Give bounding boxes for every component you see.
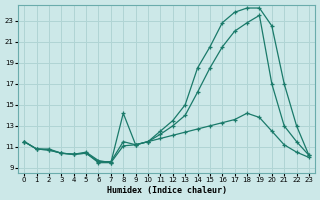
X-axis label: Humidex (Indice chaleur): Humidex (Indice chaleur) — [107, 186, 227, 195]
